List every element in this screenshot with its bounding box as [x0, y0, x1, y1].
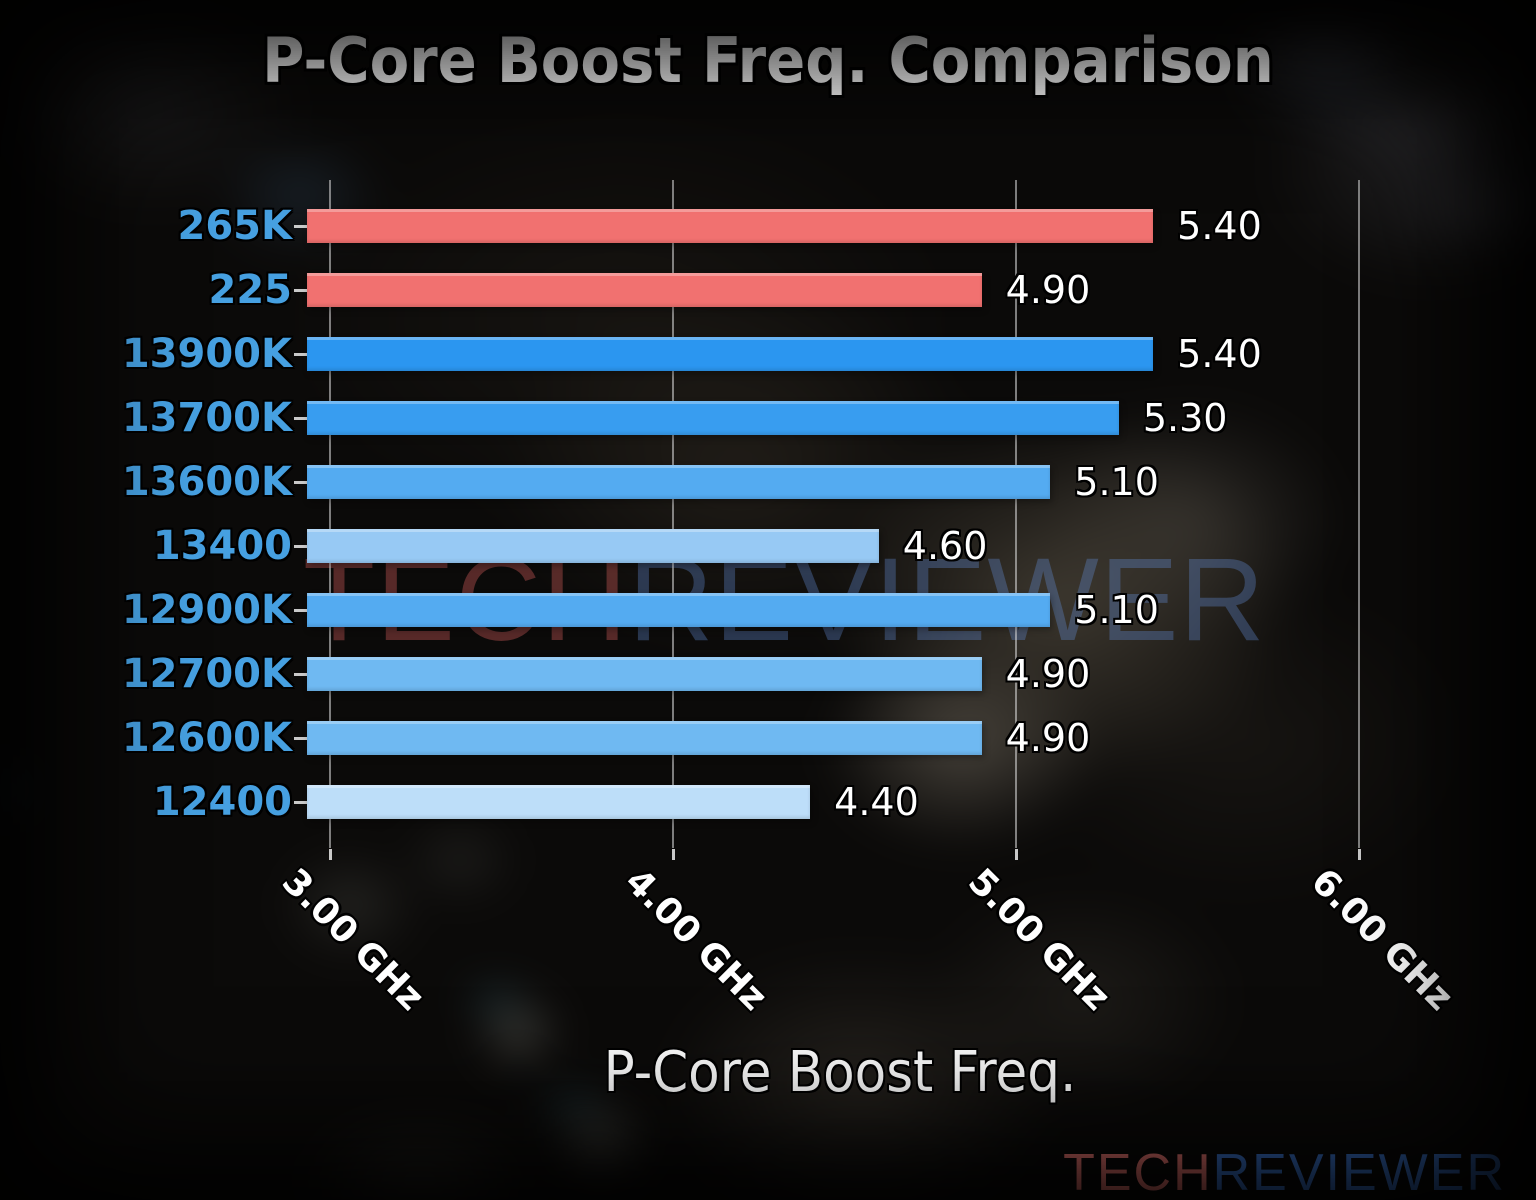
value-label-12900k: 5.10 [1074, 588, 1159, 632]
y-axis-tick [294, 609, 307, 612]
gridline [328, 180, 331, 848]
x-axis-tick [1014, 849, 1018, 860]
value-label-13900k: 5.40 [1177, 332, 1262, 376]
category-label-12400: 12400 [152, 779, 292, 825]
logo-tech: TECH [1063, 1144, 1213, 1200]
brand-logo: TECHREVIEWER [1063, 1143, 1506, 1200]
x-tick-label: 4.00 GHz [616, 861, 775, 1019]
value-label-12700k: 4.90 [1005, 652, 1091, 696]
bar-12900k [307, 593, 1051, 627]
y-axis-tick [294, 289, 307, 292]
y-axis-tick [294, 225, 307, 228]
category-label-12600k: 12600K [121, 715, 292, 761]
value-label-225: 4.90 [1005, 268, 1091, 312]
bar-265k [307, 209, 1154, 243]
y-axis-tick [294, 353, 307, 356]
x-tick-label: 3.00 GHz [273, 861, 432, 1019]
category-label-13400: 13400 [152, 523, 292, 569]
category-label-13900k: 13900K [121, 331, 292, 377]
y-axis-tick [294, 417, 307, 420]
category-label-13600k: 13600K [121, 459, 292, 505]
y-axis-tick [294, 481, 307, 484]
x-tick-label: 6.00 GHz [1302, 861, 1461, 1019]
y-axis-tick [294, 545, 307, 548]
bar-13700k [307, 401, 1119, 435]
x-axis-label: P-Core Boost Freq. [603, 1040, 1077, 1105]
gridline [1357, 180, 1360, 848]
gridline [671, 180, 674, 848]
y-axis-tick [294, 801, 307, 804]
bar-13900k [307, 337, 1154, 371]
gridline [1014, 180, 1017, 848]
x-axis-tick [328, 849, 332, 860]
bar-225 [307, 273, 982, 307]
category-label-225: 225 [208, 267, 293, 313]
y-axis-tick [294, 737, 307, 740]
logo-reviewer: REVIEWER [1212, 1144, 1506, 1200]
value-label-12400: 4.40 [834, 780, 919, 824]
category-label-13700k: 13700K [121, 395, 292, 441]
y-axis-tick [294, 673, 307, 676]
value-label-13600k: 5.10 [1074, 460, 1159, 504]
category-label-12700k: 12700K [121, 651, 292, 697]
value-label-265k: 5.40 [1177, 204, 1262, 248]
chart-title: P-Core Boost Freq. Comparison [262, 24, 1274, 97]
bar-12600k [307, 721, 982, 755]
x-axis-tick [671, 849, 675, 860]
value-label-13400: 4.60 [902, 524, 988, 568]
value-label-12600k: 4.90 [1005, 716, 1091, 760]
x-tick-label: 5.00 GHz [959, 861, 1118, 1019]
bar-13400 [307, 529, 879, 563]
category-label-265k: 265K [177, 203, 293, 249]
bar-12400 [307, 785, 811, 819]
x-axis-tick [1357, 849, 1361, 860]
bar-12700k [307, 657, 982, 691]
bar-13600k [307, 465, 1051, 499]
category-label-12900k: 12900K [121, 587, 292, 633]
value-label-13700k: 5.30 [1142, 396, 1228, 440]
